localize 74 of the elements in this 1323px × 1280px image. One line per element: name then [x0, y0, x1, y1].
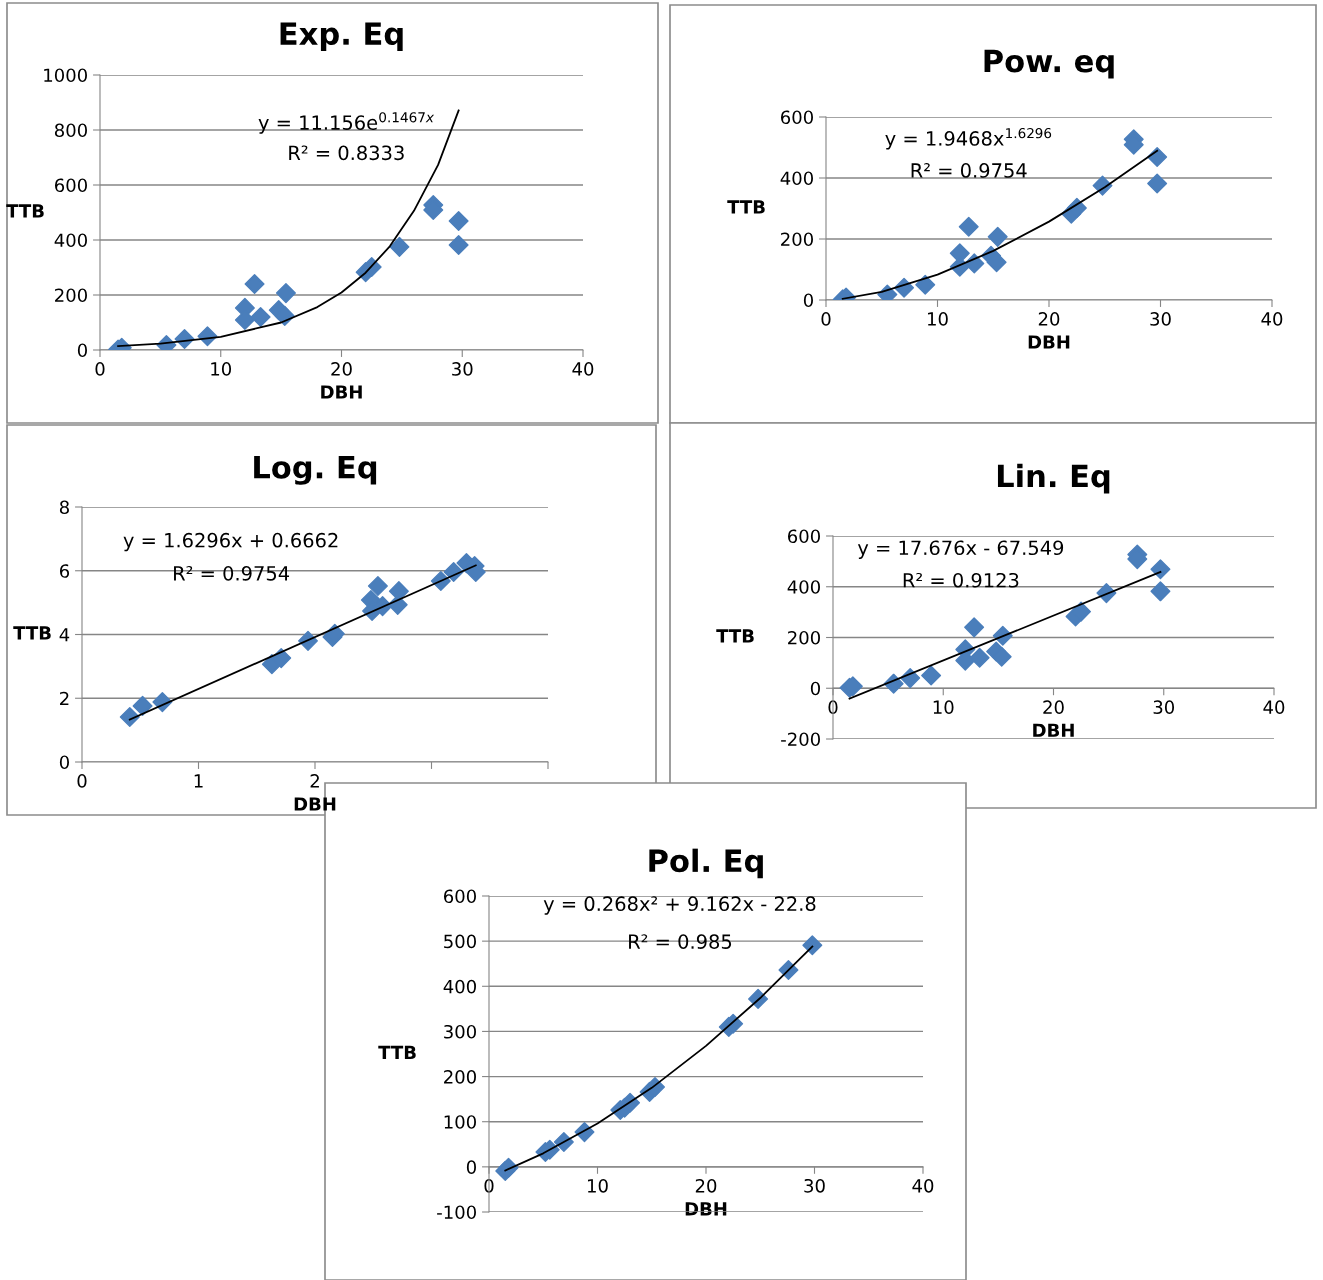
x-tick-label: 20: [1038, 312, 1060, 326]
chart-title: Pol. Eq: [649, 848, 763, 879]
x-tick-label: 40: [912, 1178, 934, 1193]
x-tick-label: 30: [452, 362, 473, 376]
annotation: y = 1.9468x$^{1.6296}$: [885, 127, 1052, 150]
annotation: y = 11.156e$^{0.1467x}$: [258, 112, 435, 134]
annotation: R² = 0.985: [629, 934, 732, 949]
y-tick-label: 500: [444, 934, 476, 949]
y-axis-title: TTB: [13, 626, 51, 640]
x-tick-label: 40: [1261, 312, 1283, 326]
y-axis-title: TTB: [716, 629, 754, 643]
y-tick-label: 0: [466, 1160, 476, 1174]
x-tick-label: 0: [95, 362, 105, 376]
x-tick-label: 40: [1263, 700, 1285, 715]
y-tick-label: -100: [437, 1205, 476, 1220]
y-axis-title: TTB: [378, 1045, 416, 1059]
x-axis-title: DBH: [1033, 723, 1074, 737]
x-tick-label: 10: [211, 362, 232, 376]
annotation: R² = 0.9123: [903, 572, 1019, 588]
x-tick-label: 0: [821, 312, 831, 326]
y-tick-label: 400: [787, 580, 820, 594]
x-tick-label: 40: [572, 362, 594, 376]
x-tick-label: 30: [804, 1178, 825, 1193]
y-tick-label: 800: [54, 123, 87, 138]
x-axis-title: DBH: [294, 797, 336, 811]
x-tick-label: 1: [194, 774, 203, 788]
x-tick-label: 10: [928, 312, 948, 326]
y-tick-label: 600: [54, 178, 87, 193]
x-tick-label: 20: [1043, 700, 1064, 715]
chart-title: Exp. Eq: [280, 22, 403, 52]
x-tick-label: 10: [933, 700, 954, 715]
chart-title: Pow. eq: [984, 49, 1114, 79]
x-axis-title: DBH: [1028, 335, 1070, 349]
annotation: y = 17.676x - 67.549: [857, 540, 1064, 559]
annotation: y = 0.268x² + 9.162x - 22.8: [543, 896, 816, 915]
y-tick-label: 200: [781, 232, 813, 247]
y-tick-label: 400: [443, 979, 476, 994]
y-tick-label: -200: [781, 732, 820, 747]
y-tick-label: 200: [444, 1070, 476, 1084]
y-tick-label: 4: [59, 628, 70, 642]
x-axis-title: DBH: [321, 385, 362, 399]
y-axis-title: TTB: [6, 204, 44, 218]
x-tick-label: 0: [828, 700, 838, 715]
y-tick-label: 0: [77, 343, 87, 358]
annotation: R² = 0.9754: [911, 163, 1027, 178]
x-tick-label: 20: [695, 1178, 717, 1193]
y-axis-title: TTB: [727, 200, 765, 214]
y-tick-label: 200: [788, 630, 820, 645]
y-tick-label: 400: [780, 171, 813, 186]
annotation: R² = 0.8333: [289, 145, 404, 161]
x-tick-label: 30: [1153, 700, 1175, 715]
y-tick-label: 600: [787, 529, 820, 544]
x-tick-label: 2: [310, 774, 319, 788]
x-axis-title: DBH: [685, 1202, 727, 1216]
x-tick-label: 10: [588, 1178, 608, 1193]
y-tick-label: 0: [810, 681, 820, 696]
y-tick-label: 6: [59, 564, 70, 578]
annotation: y = 1.6296x + 0.6662: [123, 532, 338, 552]
y-tick-label: 300: [444, 1024, 476, 1039]
x-tick-label: 20: [331, 362, 352, 376]
chart-title: Lin. Eq: [997, 463, 1110, 494]
y-tick-label: 400: [54, 233, 87, 248]
annotation: R² = 0.9754: [174, 565, 290, 581]
y-tick-label: 0: [59, 755, 69, 770]
x-tick-label: 0: [484, 1178, 494, 1193]
y-tick-label: 200: [55, 288, 87, 303]
y-tick-label: 600: [443, 889, 476, 904]
y-tick-label: 8: [59, 500, 69, 515]
y-tick-label: 600: [780, 110, 813, 125]
y-tick-label: 1000: [44, 68, 87, 83]
y-tick-label: 100: [444, 1115, 476, 1129]
chart-title: Log. Eq: [254, 455, 377, 485]
y-tick-label: 0: [803, 293, 813, 308]
x-tick-label: 30: [1150, 312, 1171, 326]
